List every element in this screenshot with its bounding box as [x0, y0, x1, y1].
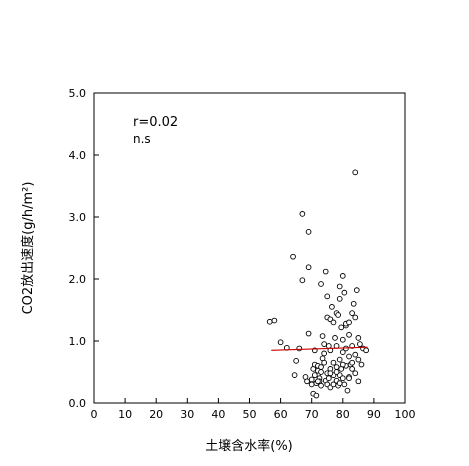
data-point [339, 349, 346, 356]
significance-annotation: n.s [133, 132, 151, 146]
data-point [330, 359, 337, 366]
data-point [322, 268, 329, 275]
x-tick-label: 90 [367, 408, 381, 421]
data-point [266, 318, 273, 325]
data-point [352, 314, 359, 321]
data-point [355, 356, 362, 363]
data-point [308, 381, 315, 388]
data-point [299, 211, 306, 217]
data-point [339, 375, 346, 382]
data-point [339, 273, 346, 279]
data-point [333, 364, 340, 370]
data-point [321, 350, 327, 357]
y-tick-label: 5.0 [69, 87, 87, 100]
data-point [321, 359, 327, 366]
data-point [346, 375, 352, 382]
data-point [352, 370, 359, 377]
correlation-annotation: r=0.02 [133, 115, 178, 130]
data-point [325, 375, 332, 382]
data-point [305, 264, 312, 271]
y-tick-label: 3.0 [69, 211, 87, 224]
x-tick-label: 40 [211, 408, 225, 421]
x-tick-label: 80 [336, 408, 350, 421]
x-tick-label: 0 [91, 408, 98, 421]
y-tick-label: 0.0 [69, 397, 87, 410]
data-point [352, 169, 359, 176]
data-point [313, 392, 320, 399]
x-axis-ticks: 0 10 20 30 40 50 60 70 80 90 100 [91, 398, 416, 421]
data-point [357, 341, 363, 347]
data-point [336, 380, 343, 387]
data-point [321, 341, 327, 347]
data-point [346, 319, 352, 326]
data-point [349, 310, 355, 316]
data-point [305, 229, 312, 235]
data-point [299, 277, 306, 284]
data-point [363, 347, 369, 354]
data-point [318, 364, 324, 370]
data-point [318, 281, 324, 287]
data-point [346, 331, 352, 338]
data-point [305, 330, 312, 337]
data-point [336, 283, 343, 290]
data-point [335, 312, 341, 318]
data-point [304, 378, 310, 385]
y-axis-title: CO2放出速度(g/h/m²) [20, 182, 36, 315]
x-tick-label: 10 [118, 408, 132, 421]
data-point [339, 336, 346, 343]
x-tick-label: 60 [274, 408, 288, 421]
data-point [311, 372, 318, 378]
x-axis-title: 土壌含水率(%) [205, 438, 293, 454]
data-point [355, 378, 362, 385]
trend-line [271, 346, 368, 351]
y-tick-label: 1.0 [69, 335, 87, 348]
data-point [336, 295, 343, 302]
data-point [350, 300, 357, 307]
data-point [349, 359, 355, 366]
data-point [290, 253, 296, 260]
data-point [336, 356, 343, 363]
data-point [319, 333, 326, 339]
data-point [332, 335, 338, 341]
y-tick-label: 2.0 [69, 273, 87, 286]
data-point [330, 319, 337, 326]
x-tick-label: 20 [149, 408, 163, 421]
data-point [344, 387, 351, 394]
data-point [327, 370, 334, 377]
data-point [341, 289, 348, 296]
data-point [353, 287, 360, 294]
data-point [333, 369, 340, 375]
data-points [266, 169, 369, 399]
data-point [308, 376, 315, 383]
data-point [324, 293, 331, 300]
x-tick-label: 70 [305, 408, 319, 421]
x-tick-label: 30 [180, 408, 194, 421]
y-tick-label: 4.0 [69, 149, 87, 162]
data-point [318, 369, 324, 375]
x-tick-label: 100 [395, 408, 416, 421]
data-point [315, 378, 321, 385]
data-point [339, 361, 346, 368]
y-axis-ticks: 0.0 1.0 2.0 3.0 4.0 5.0 [69, 87, 99, 410]
data-point [329, 304, 335, 310]
trend-line-group [271, 346, 368, 351]
data-point [338, 324, 345, 331]
data-point [293, 357, 300, 364]
data-point [318, 382, 324, 389]
data-point [352, 351, 359, 358]
data-point [355, 335, 362, 341]
data-point [346, 353, 352, 360]
data-point [277, 339, 284, 346]
data-point [296, 345, 303, 352]
data-point [349, 366, 355, 372]
x-tick-label: 50 [243, 408, 257, 421]
data-point [341, 381, 348, 388]
data-point [291, 372, 298, 378]
data-point [358, 361, 365, 368]
data-point [271, 317, 278, 324]
